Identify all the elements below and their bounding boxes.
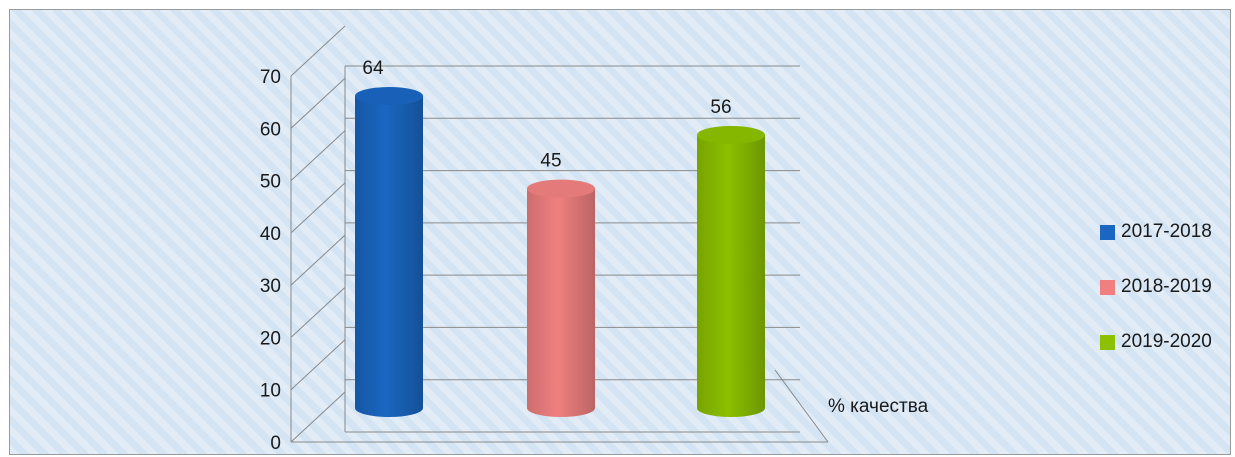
y-tick-label: 10	[260, 381, 281, 402]
y-tick-label: 40	[260, 224, 281, 245]
cylinder-top	[355, 87, 423, 105]
legend-swatch	[1100, 224, 1115, 240]
chart-frame	[9, 9, 1231, 455]
legend-swatch	[1100, 334, 1115, 350]
bars	[355, 87, 765, 417]
floor-right-edge	[774, 369, 829, 443]
legend-label: 2019-2020	[1121, 331, 1212, 352]
y-tick-label: 70	[260, 67, 281, 88]
bar-2018-2019	[527, 179, 595, 417]
cylinder-top	[697, 126, 765, 144]
gridline-side	[290, 339, 346, 391]
cylinder-top	[527, 179, 595, 198]
gridline-side	[290, 25, 346, 77]
legend-label: 2018-2019	[1121, 276, 1212, 297]
cylinder-body	[355, 96, 423, 417]
y-tick-label: 0	[270, 433, 281, 454]
data-label: 56	[710, 97, 731, 118]
data-label: 45	[540, 151, 561, 172]
cylinder-body	[527, 188, 595, 417]
legend: 2017-2018 2018-2019 2019-2020	[1100, 218, 1212, 383]
cylinder-body	[697, 135, 765, 417]
y-tick-label: 50	[260, 172, 281, 193]
gridline-side	[290, 130, 346, 181]
bar-2017-2018	[355, 87, 423, 417]
gridline-side	[290, 391, 346, 443]
data-label: 64	[362, 58, 384, 79]
y-tick-label: 30	[260, 276, 281, 297]
gridline-side	[290, 287, 346, 338]
gridline-side	[290, 77, 346, 129]
legend-label: 2017-2018	[1121, 221, 1212, 242]
y-axis-ticks: 0 10 20 30 40 50 60 70	[260, 67, 281, 454]
gridline-side	[290, 234, 346, 286]
legend-item-2018-2019: 2018-2019	[1100, 273, 1212, 301]
legend-item-2019-2020: 2019-2020	[1100, 328, 1212, 356]
legend-item-2017-2018: 2017-2018	[1100, 218, 1212, 246]
gridline-side	[290, 182, 346, 234]
data-labels: 64 45 56	[362, 58, 731, 172]
y-tick-label: 60	[260, 119, 281, 140]
y-tick-label: 20	[260, 328, 281, 349]
legend-swatch	[1100, 279, 1115, 295]
category-label: % качества	[828, 396, 929, 417]
bar-2019-2020	[697, 126, 765, 417]
